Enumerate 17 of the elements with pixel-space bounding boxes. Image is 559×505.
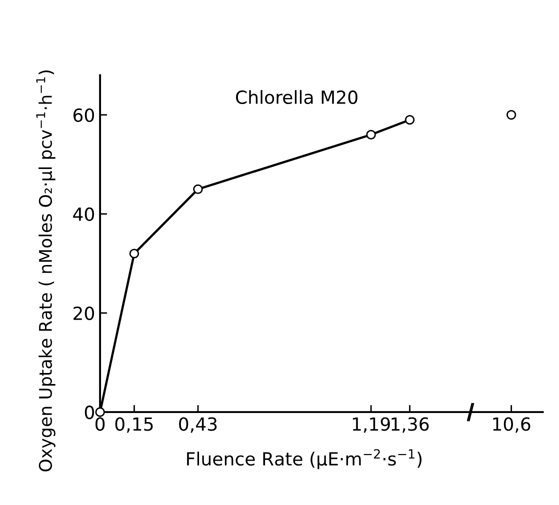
text: Chlorella M20	[236, 90, 358, 104]
x-tick-label: 0,43	[179, 417, 217, 433]
x-tick-label: 1,36	[392, 417, 429, 433]
point	[129, 248, 140, 258]
x-tick-label: 1,19	[352, 417, 390, 433]
y-tick-label: 20	[74, 306, 94, 320]
point	[404, 114, 415, 125]
y-tick-label: 60	[73, 108, 94, 122]
y-tick-label: 0	[84, 406, 94, 420]
point	[193, 184, 203, 194]
y-axis-title: Oxygen Uptake Rate ( nMoles O₂·µl pcv$^{−1}$·h$^{−1}$)	[36, 70, 56, 472]
x-tick-label: 0,15	[115, 417, 153, 433]
x-tick-label: 0	[96, 417, 105, 431]
y-tick-label: 40	[73, 207, 94, 222]
x-axis-title: Fluence Rate (µE·m$^{−2}$·s$^{−1}$)	[187, 449, 422, 470]
point	[366, 130, 376, 140]
x-tick-label: 10,6	[493, 417, 530, 433]
